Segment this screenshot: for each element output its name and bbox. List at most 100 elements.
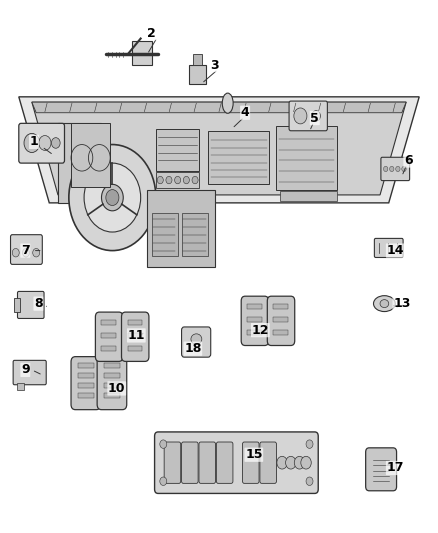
FancyBboxPatch shape [199, 442, 215, 483]
Text: 5: 5 [311, 111, 319, 125]
Text: 11: 11 [127, 329, 145, 342]
Circle shape [166, 176, 172, 184]
Bar [127, 333, 142, 338]
Text: 6: 6 [404, 154, 413, 167]
Text: 18: 18 [184, 342, 201, 355]
Text: 3: 3 [210, 59, 219, 71]
FancyBboxPatch shape [289, 101, 327, 131]
Circle shape [22, 248, 29, 257]
Circle shape [294, 456, 305, 469]
Bar [247, 304, 262, 309]
Bar [208, 131, 269, 184]
Bar [247, 317, 262, 322]
Polygon shape [32, 102, 406, 195]
Circle shape [102, 184, 123, 211]
Text: 1: 1 [30, 135, 39, 148]
FancyBboxPatch shape [19, 123, 64, 163]
Circle shape [33, 248, 40, 257]
Ellipse shape [374, 296, 395, 312]
Bar [104, 393, 120, 398]
Bar [102, 333, 116, 338]
Polygon shape [32, 102, 406, 113]
Bar [78, 373, 94, 378]
Text: 12: 12 [251, 324, 269, 337]
Circle shape [51, 138, 60, 148]
Text: 13: 13 [393, 297, 410, 310]
Bar [104, 363, 120, 368]
Circle shape [402, 166, 406, 172]
Bar [273, 317, 288, 322]
Circle shape [175, 176, 181, 184]
Bar [102, 319, 116, 325]
Circle shape [306, 440, 313, 448]
Bar [58, 123, 102, 203]
Bar [17, 383, 25, 390]
Bar [280, 191, 336, 201]
Bar [147, 190, 215, 266]
Text: 4: 4 [241, 106, 250, 119]
Bar [127, 319, 142, 325]
FancyBboxPatch shape [182, 442, 198, 483]
FancyBboxPatch shape [11, 235, 42, 264]
Text: 15: 15 [245, 448, 262, 461]
Bar [127, 346, 142, 351]
Bar [14, 298, 20, 312]
Bar [104, 383, 120, 388]
FancyBboxPatch shape [243, 442, 259, 483]
Text: 9: 9 [21, 364, 30, 376]
FancyBboxPatch shape [374, 238, 403, 257]
Bar [193, 54, 201, 65]
FancyBboxPatch shape [182, 327, 211, 357]
Polygon shape [19, 97, 419, 203]
Circle shape [192, 176, 198, 184]
Circle shape [301, 456, 311, 469]
Bar [273, 330, 288, 335]
Bar [102, 346, 116, 351]
Ellipse shape [380, 300, 389, 308]
Circle shape [160, 477, 167, 486]
Circle shape [84, 163, 141, 232]
Ellipse shape [222, 93, 233, 114]
Bar [276, 126, 336, 190]
Circle shape [286, 456, 296, 469]
FancyBboxPatch shape [164, 442, 181, 483]
Circle shape [160, 440, 167, 448]
FancyBboxPatch shape [241, 296, 268, 345]
Ellipse shape [191, 334, 202, 344]
Bar [104, 373, 120, 378]
FancyBboxPatch shape [121, 312, 149, 361]
FancyBboxPatch shape [71, 357, 101, 410]
Bar [156, 172, 199, 188]
Circle shape [390, 166, 394, 172]
FancyBboxPatch shape [18, 292, 44, 318]
Text: 10: 10 [108, 382, 125, 395]
FancyBboxPatch shape [95, 312, 123, 361]
FancyBboxPatch shape [97, 357, 127, 410]
FancyBboxPatch shape [267, 296, 295, 345]
Bar [78, 393, 94, 398]
FancyBboxPatch shape [381, 157, 410, 181]
Circle shape [24, 133, 40, 152]
Circle shape [277, 456, 287, 469]
FancyBboxPatch shape [216, 442, 233, 483]
Circle shape [157, 176, 163, 184]
FancyBboxPatch shape [13, 360, 46, 385]
Text: 8: 8 [34, 297, 42, 310]
Circle shape [384, 166, 388, 172]
Circle shape [39, 135, 51, 150]
Text: 7: 7 [21, 244, 30, 257]
Bar [78, 383, 94, 388]
Bar [132, 41, 152, 65]
Circle shape [184, 176, 189, 184]
Circle shape [12, 248, 19, 257]
Text: 2: 2 [147, 27, 156, 39]
FancyBboxPatch shape [155, 432, 318, 494]
Circle shape [306, 477, 313, 486]
Bar [182, 214, 208, 256]
Circle shape [396, 166, 400, 172]
FancyBboxPatch shape [366, 448, 396, 491]
Bar [152, 214, 178, 256]
Circle shape [106, 190, 119, 206]
Bar [188, 65, 206, 84]
Circle shape [69, 144, 156, 251]
